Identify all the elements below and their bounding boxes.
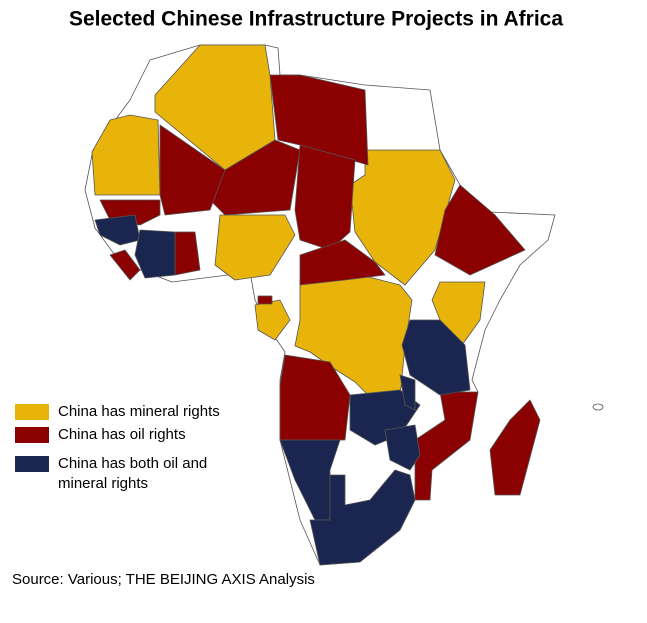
country — [309, 469, 416, 566]
country — [269, 74, 369, 166]
country — [279, 354, 351, 441]
legend-swatch — [15, 404, 49, 420]
country — [257, 295, 273, 305]
country — [214, 214, 296, 281]
country — [414, 391, 479, 501]
legend-label: China has mineral rights — [58, 403, 220, 420]
country — [159, 124, 226, 216]
country — [401, 319, 471, 396]
title: Selected Chinese Infrastructure Projects… — [69, 8, 563, 31]
legend-label-line: China has both oil and — [58, 455, 207, 472]
country — [299, 239, 386, 286]
source-note: Source: Various; THE BEIJING AXIS Analys… — [12, 571, 315, 588]
country — [254, 299, 291, 341]
map — [84, 44, 604, 566]
legend-label: China has oil rights — [58, 426, 186, 443]
country — [94, 214, 141, 246]
legend: China has mineral rights China has oil ri… — [15, 403, 220, 492]
country — [134, 229, 176, 279]
country — [174, 231, 201, 276]
country — [384, 424, 421, 471]
island — [592, 403, 604, 411]
country — [434, 184, 526, 276]
legend-label: China has both oil and mineral rights — [58, 455, 207, 492]
country — [349, 149, 456, 286]
country — [109, 249, 141, 281]
legend-swatch — [15, 456, 49, 472]
legend-swatch — [15, 427, 49, 443]
country — [91, 114, 161, 196]
country — [294, 144, 356, 251]
legend-label-line: mineral rights — [58, 475, 148, 492]
country — [399, 374, 416, 411]
country — [489, 399, 541, 496]
